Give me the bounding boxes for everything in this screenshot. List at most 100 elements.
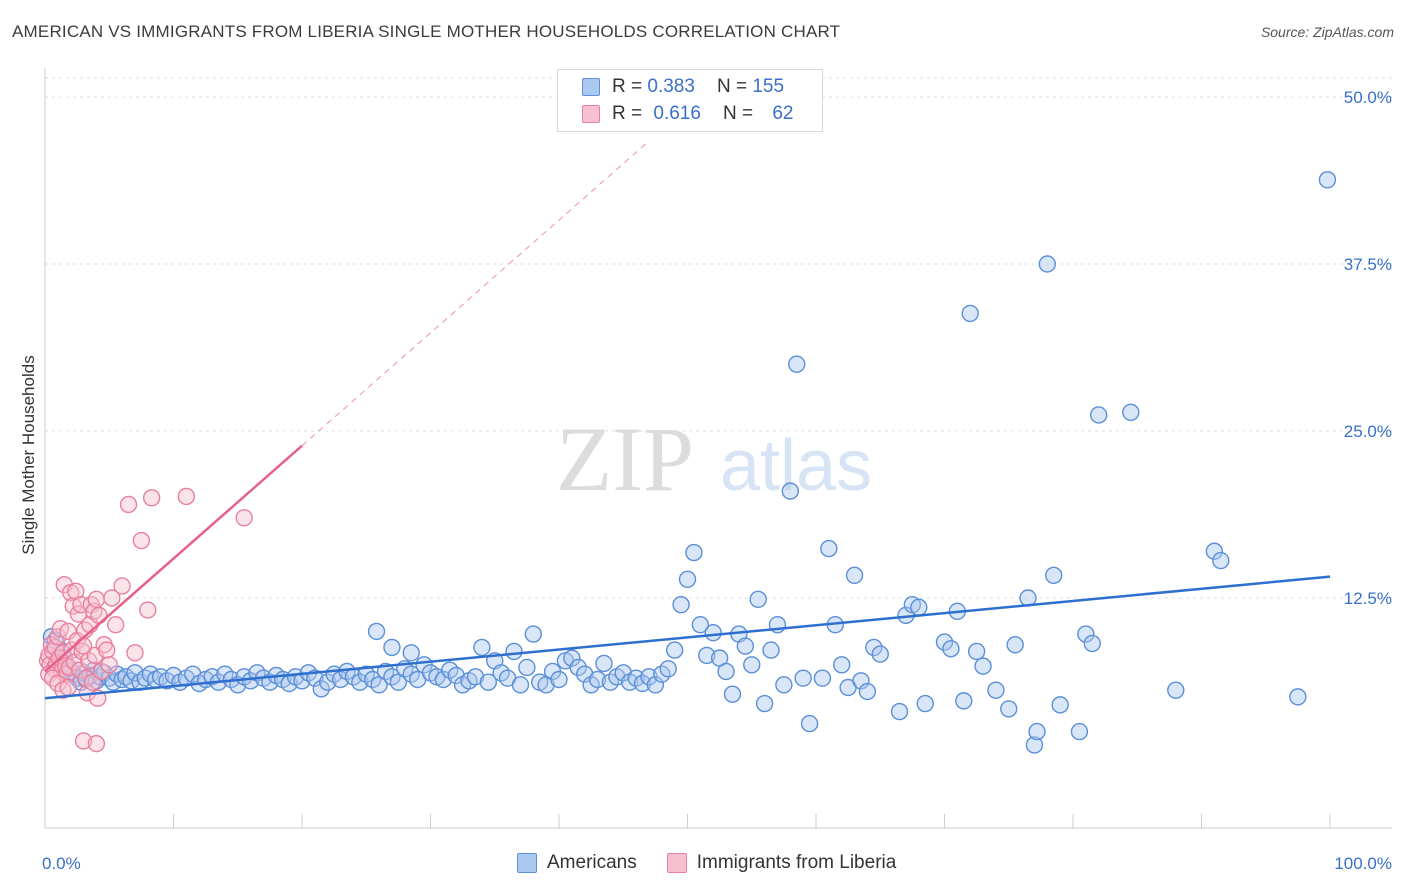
americans-point bbox=[755, 694, 774, 713]
americans-point bbox=[1122, 403, 1140, 421]
liberia-r-label: R = bbox=[612, 103, 643, 124]
americans-point bbox=[1000, 700, 1018, 718]
americans-point bbox=[569, 658, 587, 677]
americans-point bbox=[1212, 551, 1230, 570]
liberia-point bbox=[139, 601, 157, 619]
americans-point bbox=[473, 638, 491, 657]
americans-point bbox=[1045, 566, 1063, 584]
legend-item-liberia[interactable]: Immigrants from Liberia bbox=[666, 852, 897, 874]
americans-point bbox=[1318, 171, 1337, 189]
americans-point bbox=[704, 624, 722, 642]
americans-trend-line bbox=[44, 575, 1331, 700]
americans-point bbox=[164, 666, 183, 685]
americans-point bbox=[1038, 255, 1057, 273]
americans-n-value: 155 bbox=[752, 76, 785, 97]
americans-point bbox=[646, 676, 665, 694]
americans-point bbox=[916, 694, 934, 713]
americans-point bbox=[833, 656, 851, 674]
americans-point bbox=[961, 304, 979, 323]
americans-point bbox=[987, 681, 1005, 699]
americans-point bbox=[743, 656, 761, 674]
americans-legend-label: Americans bbox=[547, 852, 637, 873]
liberia-point bbox=[177, 487, 196, 506]
americans-point bbox=[813, 669, 832, 687]
liberia-point bbox=[100, 656, 118, 674]
liberia-legend-label: Immigrants from Liberia bbox=[696, 852, 897, 873]
americans-point bbox=[524, 625, 542, 643]
americans-n-label: N = bbox=[716, 76, 748, 97]
americans-point bbox=[1025, 736, 1044, 754]
americans-point bbox=[466, 668, 485, 686]
y-tick-label: 50.0% bbox=[1344, 88, 1392, 107]
trend-layer bbox=[44, 140, 1331, 700]
americans-point bbox=[800, 714, 819, 733]
americans-point bbox=[955, 692, 973, 710]
americans-point bbox=[723, 685, 742, 703]
americans-point bbox=[672, 595, 690, 614]
legend-item-americans[interactable]: Americans bbox=[517, 852, 637, 874]
americans-legend-swatch bbox=[517, 853, 537, 873]
americans-point bbox=[402, 644, 420, 662]
americans-point bbox=[890, 702, 909, 721]
liberia-swatch bbox=[582, 105, 600, 123]
americans-point bbox=[1205, 542, 1224, 560]
americans-point bbox=[1077, 625, 1095, 643]
americans-point bbox=[910, 598, 928, 617]
watermark-zip: ZIP bbox=[556, 408, 694, 510]
americans-point bbox=[974, 657, 992, 675]
americans-point bbox=[184, 665, 202, 683]
americans-point bbox=[942, 640, 960, 658]
liberia-trend-line bbox=[44, 444, 303, 673]
liberia-legend-swatch bbox=[666, 853, 687, 873]
liberia-point bbox=[126, 644, 144, 662]
americans-point bbox=[1083, 634, 1101, 653]
americans-point bbox=[858, 682, 877, 701]
source-note: Source: ZipAtlas.com bbox=[1260, 24, 1394, 40]
americans-point bbox=[678, 570, 697, 588]
watermark-atlas: atlas bbox=[720, 426, 872, 506]
americans-point bbox=[563, 649, 581, 667]
x-tick-label: 100.0% bbox=[1334, 854, 1392, 873]
liberia-point bbox=[132, 531, 151, 550]
americans-point bbox=[1051, 696, 1069, 714]
liberia-n-label: N = bbox=[722, 103, 754, 124]
y-axis-label: Single Mother Households bbox=[19, 355, 38, 554]
americans-point bbox=[762, 641, 780, 659]
watermark: ZIP atlas bbox=[556, 408, 872, 510]
americans-point bbox=[550, 670, 568, 689]
americans-r-value: 0.383 bbox=[647, 76, 695, 97]
liberia-point bbox=[87, 734, 106, 753]
americans-point bbox=[576, 665, 594, 683]
americans-swatch bbox=[582, 78, 600, 96]
americans-point bbox=[447, 666, 465, 685]
americans-point bbox=[1006, 636, 1024, 654]
americans-point bbox=[511, 676, 530, 694]
americans-point bbox=[717, 662, 735, 681]
americans-point bbox=[614, 664, 632, 682]
americans-point bbox=[659, 660, 677, 678]
liberia-r-value: 0.616 bbox=[653, 103, 701, 124]
americans-point bbox=[633, 674, 652, 693]
americans-point bbox=[595, 654, 613, 673]
liberia-point bbox=[113, 577, 131, 595]
liberia-point bbox=[119, 495, 138, 514]
americans-point bbox=[691, 616, 710, 634]
americans-point bbox=[1028, 722, 1046, 741]
americans-point bbox=[479, 673, 498, 691]
americans-point bbox=[1167, 681, 1185, 699]
americans-point bbox=[698, 646, 716, 665]
americans-point bbox=[1070, 722, 1089, 741]
americans-point bbox=[788, 355, 806, 373]
liberia-point bbox=[90, 606, 108, 625]
americans-point bbox=[1089, 406, 1108, 424]
americans-point bbox=[1289, 688, 1307, 706]
americans-point bbox=[383, 638, 401, 657]
labels-layer: 12.5% 25.0% 37.5% 50.0% 0.0% 100.0% Single Mot… bbox=[19, 88, 1392, 873]
americans-point bbox=[775, 676, 793, 694]
americans-point bbox=[685, 543, 703, 562]
americans-point bbox=[794, 669, 812, 687]
chart-title: AMERICAN VS IMMIGRANTS FROM LIBERIA SING… bbox=[12, 22, 841, 41]
axes-layer bbox=[44, 68, 1392, 829]
liberia-point bbox=[142, 489, 161, 507]
